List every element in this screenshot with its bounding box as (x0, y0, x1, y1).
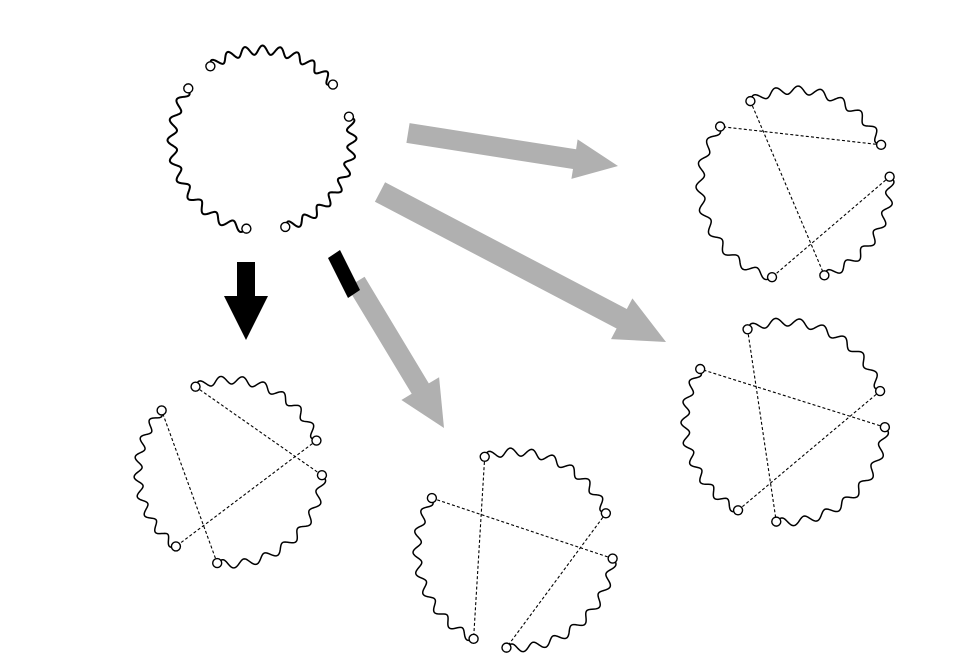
endpoint-node (343, 111, 355, 122)
endpoint-node (607, 553, 618, 564)
endpoint-node (879, 422, 891, 433)
endpoint-node (211, 557, 223, 569)
endpoint-node (426, 492, 438, 504)
dashed-connection (431, 497, 613, 560)
endpoint-node (732, 505, 744, 516)
dashed-connection (749, 100, 825, 276)
endpoint-node (241, 223, 252, 234)
endpoint-node (884, 171, 895, 182)
endpoint-node (311, 435, 322, 446)
endpoint-node (156, 405, 167, 416)
wavy-strand (775, 426, 890, 527)
endpoint-node (501, 642, 512, 653)
dashed-connection (161, 410, 218, 564)
endpoint-node (695, 363, 706, 375)
dashed-connection (746, 329, 777, 522)
endpoint-node (205, 61, 216, 72)
dashed-connection (771, 176, 890, 278)
arrow-to-result-4 (347, 276, 444, 428)
arrow-to-result-3 (374, 182, 666, 342)
endpoint-node (280, 221, 291, 233)
endpoint-node (327, 79, 339, 90)
wavy-strand (166, 87, 248, 234)
dashed-connection (175, 440, 317, 547)
wavy-strand (209, 44, 334, 86)
wavy-strand (823, 175, 895, 277)
open-wavy-ring (166, 44, 358, 234)
result-pairing-3 (680, 317, 891, 527)
endpoint-node (771, 516, 782, 527)
endpoint-node (479, 451, 490, 462)
arrow-stub (328, 250, 360, 298)
dashed-connection (720, 125, 882, 146)
endpoint-node (600, 508, 612, 519)
arrow-to-result-1 (224, 262, 268, 340)
dashed-connection (700, 368, 886, 428)
dashed-connection (473, 456, 486, 639)
result-pairing-1 (133, 375, 328, 569)
endpoint-node (875, 139, 887, 151)
endpoint-node (714, 121, 726, 132)
endpoint-node (183, 83, 194, 94)
endpoint-node (766, 271, 778, 283)
endpoint-node (874, 385, 886, 397)
wavy-strand (194, 375, 318, 442)
wavy-strand (695, 125, 773, 281)
endpoint-node (745, 95, 756, 107)
wavy-strand (216, 474, 327, 569)
wavy-strand (680, 368, 739, 513)
wavy-strand (133, 409, 177, 548)
wavy-strand (412, 497, 475, 642)
endpoint-node (316, 470, 328, 481)
result-pairing-4 (412, 447, 618, 653)
wavy-strand (483, 447, 607, 515)
endpoint-node (170, 541, 182, 552)
wavy-strand (284, 115, 358, 228)
dashed-connection (195, 386, 323, 476)
wavy-strand (749, 85, 882, 146)
wavy-strand (505, 557, 617, 653)
endpoint-node (468, 633, 479, 645)
arrow-to-result-2 (406, 123, 618, 179)
dashed-connection (506, 512, 607, 648)
result-pairing-2 (695, 85, 895, 283)
wavy-strand (746, 317, 881, 392)
endpoint-node (819, 270, 830, 281)
endpoint-node (742, 324, 753, 335)
endpoint-node (190, 381, 201, 392)
